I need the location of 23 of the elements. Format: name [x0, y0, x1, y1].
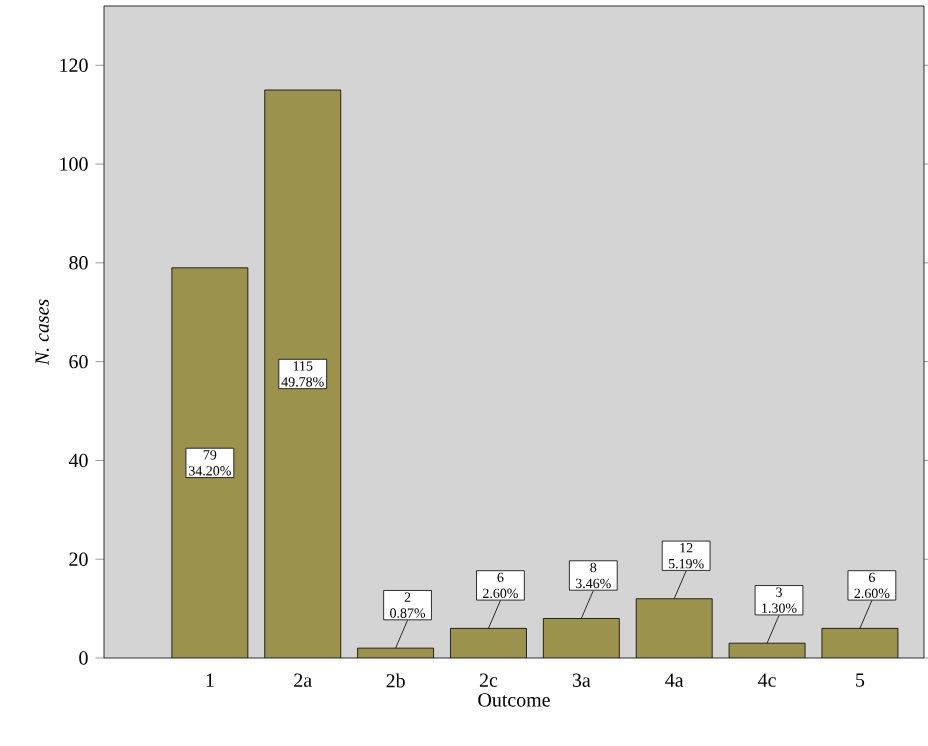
- y-tick-label: 120: [60, 58, 88, 72]
- bar: [264, 89, 341, 658]
- y-tick-label: 100: [60, 157, 88, 171]
- bar: [636, 598, 713, 658]
- x-axis-title: Outcome: [478, 693, 550, 707]
- x-tick-label: 2a: [294, 673, 312, 687]
- bar: [450, 628, 527, 658]
- y-axis-title: N. cases: [35, 299, 49, 366]
- bar: [171, 267, 248, 658]
- y-tick-label: 40: [68, 453, 88, 468]
- bar: [821, 627, 899, 658]
- y-tick-label: 60: [69, 354, 88, 369]
- bar: [543, 618, 620, 658]
- y-tick-label: 20: [69, 552, 88, 566]
- x-tick-label: 2c: [479, 673, 498, 687]
- y-tick-label: 0: [79, 651, 88, 665]
- x-tick-label: 2b: [386, 673, 405, 688]
- x-tick-label: 4a: [665, 673, 684, 687]
- x-tick-label: 5: [856, 673, 865, 687]
- x-tick-label: 4c: [758, 673, 776, 687]
- x-tick-label: 3a: [572, 673, 591, 687]
- x-tick-label: 1: [206, 673, 214, 687]
- y-tick-label: 80: [69, 256, 88, 270]
